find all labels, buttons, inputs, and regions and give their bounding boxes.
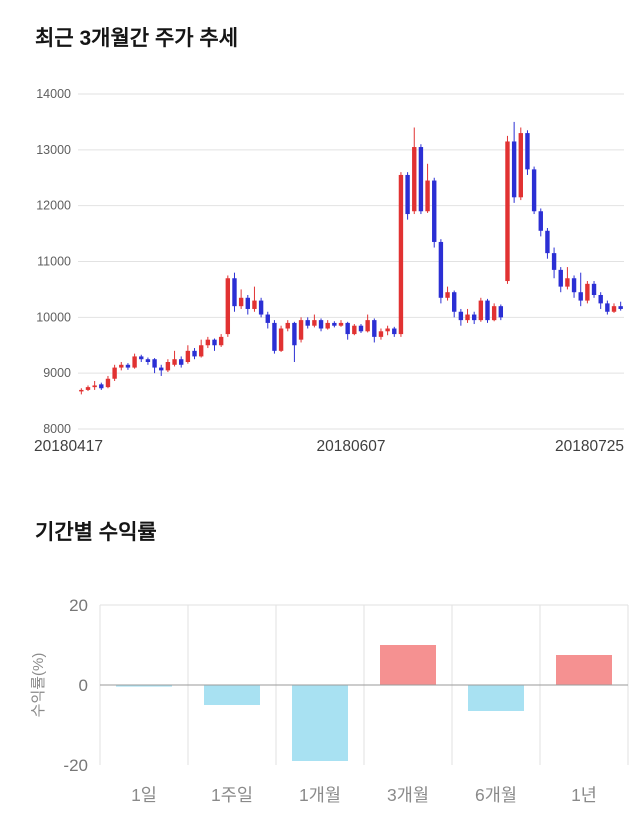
- svg-text:1일: 1일: [131, 785, 157, 805]
- svg-text:20180607: 20180607: [317, 438, 386, 455]
- svg-text:10000: 10000: [36, 311, 71, 325]
- svg-text:1년: 1년: [571, 785, 597, 805]
- svg-text:20180725: 20180725: [555, 438, 624, 455]
- svg-text:0: 0: [79, 676, 88, 695]
- price-candlestick-chart: 14000 13000 12000 11000 10000 9000 8000 2018041…: [30, 82, 640, 462]
- svg-text:1주일: 1주일: [211, 785, 253, 805]
- price-trend-title: 최근 3개월간 주가 추세: [35, 27, 239, 50]
- svg-text:14000: 14000: [36, 87, 71, 101]
- svg-text:6개월: 6개월: [475, 785, 517, 805]
- svg-text:8000: 8000: [43, 422, 71, 436]
- svg-text:1개월: 1개월: [299, 785, 341, 805]
- svg-text:11000: 11000: [37, 255, 71, 269]
- svg-text:3개월: 3개월: [387, 785, 429, 805]
- svg-text:수익률(%): 수익률(%): [30, 652, 47, 717]
- svg-text:20180417: 20180417: [34, 438, 103, 455]
- svg-text:-20: -20: [63, 756, 88, 775]
- period-returns-title: 기간별 수익률: [35, 521, 157, 545]
- svg-text:13000: 13000: [36, 143, 71, 157]
- svg-text:12000: 12000: [36, 199, 71, 213]
- svg-text:9000: 9000: [43, 366, 71, 380]
- svg-text:20: 20: [69, 597, 88, 615]
- period-returns-bar-chart: 20 0 -20 수익률(%) 1일 1주일 1개월 3개월 6개월 1년: [25, 596, 640, 814]
